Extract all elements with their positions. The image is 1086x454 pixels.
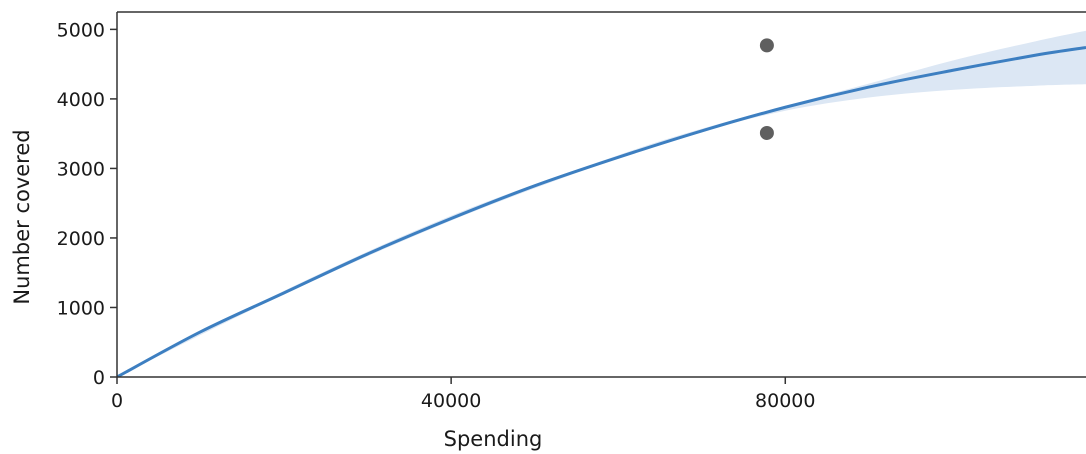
fit-line-0	[117, 45, 1086, 377]
y-tick-label: 4000	[57, 89, 105, 111]
data-point-0	[759, 38, 774, 53]
y-axis-label: Number covered	[10, 129, 34, 304]
x-axis-label: Spending	[444, 427, 543, 451]
plot-area	[117, 30, 1086, 377]
y-tick-label: 2000	[57, 228, 105, 250]
y-tick-label: 1000	[57, 297, 105, 319]
x-tick-label: 40000	[421, 390, 481, 412]
plot-layer	[117, 30, 1086, 377]
y-tick-label: 0	[93, 367, 105, 389]
data-point-1	[759, 125, 774, 140]
y-tick-label: 3000	[57, 158, 105, 180]
confidence-band-0	[117, 30, 1086, 377]
axis-layer: 0 40000 80000 0 1000 2000 3000 4000 5000	[57, 11, 1086, 412]
x-tick-label: 0	[111, 390, 123, 412]
y-tick-label: 5000	[57, 19, 105, 41]
x-tick-label: 80000	[755, 390, 815, 412]
